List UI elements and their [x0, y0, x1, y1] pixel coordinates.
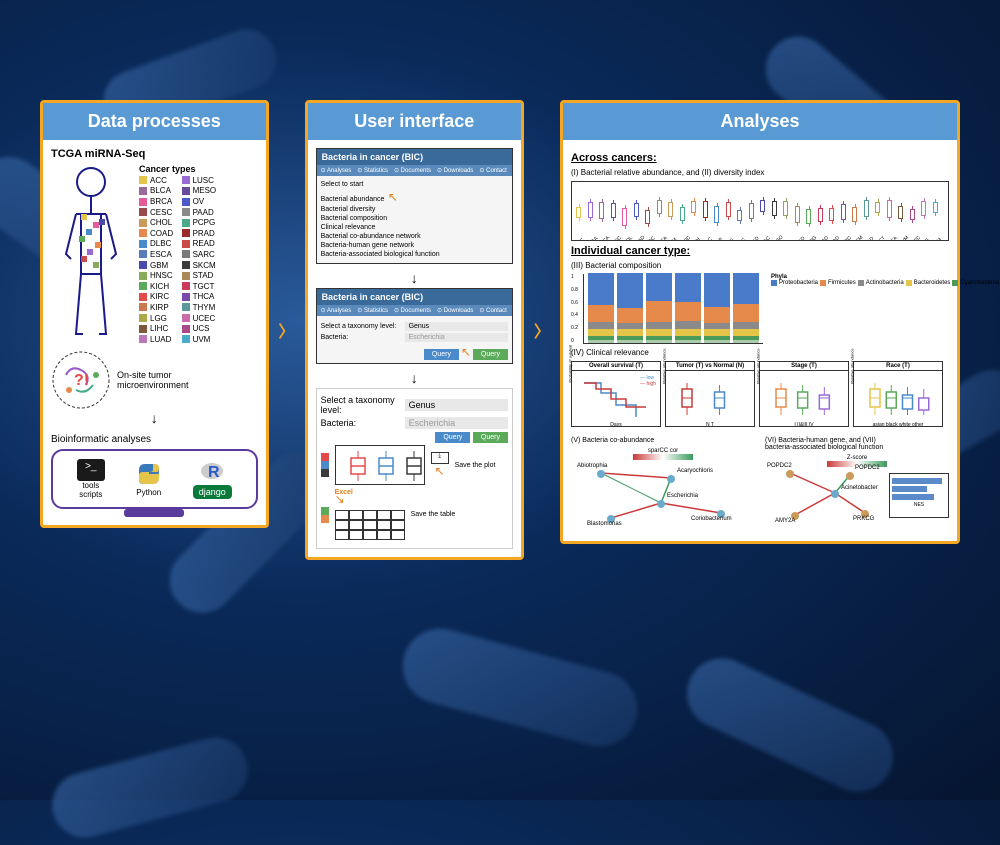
- clinical-panels: Overall survival (T)— low— highProbabili…: [571, 361, 949, 427]
- panel-data-processes: Data processes TCGA miRNA-Seq Cancer t: [40, 100, 269, 528]
- cancer-type-item: ESCA: [139, 250, 174, 260]
- mini-boxplot: [335, 445, 425, 485]
- micro-env-label: On-site tumor microenvironment: [117, 370, 189, 390]
- boxplot-strip: ACCBLCABRCACESCCHOLCOADDLBCESCAGBMHNSCKI…: [571, 181, 949, 241]
- plot-color-legend: [321, 453, 329, 477]
- r-icon: R: [200, 459, 224, 483]
- tcga-title: TCGA miRNA-Seq: [51, 148, 258, 160]
- cancer-type-item: KIRC: [139, 292, 174, 302]
- panels-container: Data processes TCGA miRNA-Seq Cancer t: [40, 100, 960, 560]
- cancer-type-item: KIRP: [139, 303, 174, 313]
- cancer-type-item: HNSC: [139, 271, 174, 281]
- gene-network: (VI) Bacteria-human gene, and (VII) bact…: [765, 433, 949, 533]
- cancer-type-item: LUSC: [182, 176, 217, 186]
- microbiome-icon: ?!: [51, 350, 111, 410]
- svg-text:?!: ?!: [74, 372, 89, 389]
- cancer-type-item: PAAD: [182, 207, 217, 217]
- cancer-type-item: UVM: [182, 334, 217, 344]
- cancer-type-item: PRAD: [182, 228, 217, 238]
- clinical-panel: Tumor (T) vs Normal (N)Relative abundanc…: [665, 361, 755, 427]
- panel-analyses: Analyses Across cancers: (I) Bacterial r…: [560, 100, 960, 544]
- bic-menu-box: Bacteria in cancer (BIC) ⊙ Analyses⊙ Sta…: [316, 148, 513, 264]
- cancer-type-item: UCEC: [182, 313, 217, 323]
- bacteria-input[interactable]: Escherichia: [405, 333, 508, 342]
- panel-header: User interface: [308, 103, 521, 140]
- human-body-figure: [51, 164, 131, 344]
- stacked-bar-chart: [583, 274, 763, 344]
- cancer-type-item: LIHC: [139, 324, 174, 334]
- cancer-type-item: SKCM: [182, 260, 217, 270]
- terminal-icon: >_: [77, 459, 105, 481]
- bic-query-box: Bacteria in cancer (BIC) ⊙ Analyses⊙ Sta…: [316, 288, 513, 364]
- cancer-type-item: TGCT: [182, 281, 217, 291]
- query-button[interactable]: Query: [473, 349, 508, 360]
- across-cancers-title: Across cancers:: [571, 152, 949, 164]
- cancer-type-item: LUAD: [139, 334, 174, 344]
- cancer-type-item: MESO: [182, 186, 217, 196]
- cancer-type-item: CHOL: [139, 218, 174, 228]
- bic-nav: ⊙ Analyses⊙ Statistics⊙ Documents⊙ Downl…: [317, 165, 512, 176]
- panel-user-interface: User interface Bacteria in cancer (BIC) …: [305, 100, 524, 560]
- taxonomy-select[interactable]: Genus: [405, 322, 508, 331]
- cancer-type-item: DLBC: [139, 239, 174, 249]
- query-button[interactable]: Query: [424, 349, 459, 360]
- django-badge: django: [193, 485, 232, 499]
- coabundance-network: (V) Bacteria co-abundance sparCC cor: [571, 433, 755, 533]
- cancer-type-item: SARC: [182, 250, 217, 260]
- cancer-type-item: THCA: [182, 292, 217, 302]
- python-icon: [137, 462, 161, 486]
- clinical-panel: Overall survival (T)— low— highProbabili…: [571, 361, 661, 427]
- cancer-type-item: OV: [182, 197, 217, 207]
- computer-icon: >_ tools scripts Python R django: [51, 449, 258, 509]
- clinical-panel: Race (T)Relative abundanceasian black wh…: [853, 361, 943, 427]
- flow-arrow: 〉: [279, 318, 295, 342]
- cancer-type-item: ACC: [139, 176, 174, 186]
- cancer-type-item: UCS: [182, 324, 217, 334]
- bic-nav: ⊙ Analyses⊙ Statistics⊙ Documents⊙ Downl…: [317, 305, 512, 316]
- bic-analysis-menu: Select to startBacterial abundance ↖Bact…: [321, 180, 508, 259]
- bioinformatic-title: Bioinformatic analyses: [51, 434, 258, 445]
- panel-header: Analyses: [563, 103, 957, 140]
- phyla-legend: Phyla ProteobacteriaFirmicutesActinobact…: [771, 274, 1000, 344]
- cancer-type-item: PCPG: [182, 218, 217, 228]
- cancer-type-item: COAD: [139, 228, 174, 238]
- flow-arrow: 〉: [534, 318, 550, 342]
- individual-title: Individual cancer type:: [571, 245, 949, 257]
- cancer-type-item: BLCA: [139, 186, 174, 196]
- cancer-type-item: BRCA: [139, 197, 174, 207]
- cancer-type-item: CESC: [139, 207, 174, 217]
- mini-table: [335, 510, 405, 540]
- clinical-panel: Stage (T)Relative abundanceI II&III IV: [759, 361, 849, 427]
- cancer-type-item: THYM: [182, 303, 217, 313]
- cancer-type-item: READ: [182, 239, 217, 249]
- svg-text:R: R: [208, 464, 220, 481]
- cancer-type-item: KICH: [139, 281, 174, 291]
- cancer-type-item: STAD: [182, 271, 217, 281]
- cancer-types-grid: Cancer types ACCLUSCBLCAMESOBRCAOVCESCPA…: [139, 164, 216, 344]
- panel-header: Data processes: [43, 103, 266, 140]
- cancer-type-item: LGG: [139, 313, 174, 323]
- cancer-type-item: GBM: [139, 260, 174, 270]
